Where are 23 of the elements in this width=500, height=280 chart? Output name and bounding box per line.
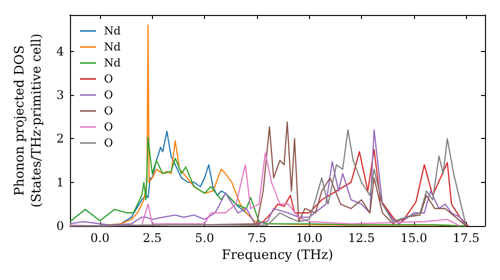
y-tick-label: 0	[56, 219, 64, 233]
y-tick-label: 4	[56, 44, 64, 58]
x-tick-label: 7.5	[247, 231, 266, 245]
x-tick-label: 15.0	[400, 231, 428, 245]
legend-label: O	[104, 136, 114, 150]
legend-label: Nd	[104, 24, 121, 38]
legend-label: Nd	[104, 56, 121, 70]
y-axis-title: Phonon projected DOS (States/THz·primitive cell)	[12, 33, 44, 208]
legend-label: O	[104, 120, 114, 134]
x-tick-label: 10.0	[296, 231, 323, 245]
legend-label: Nd	[104, 40, 121, 54]
x-tick-label: 12.5	[348, 231, 375, 245]
legend-label: O	[104, 88, 114, 102]
legend-label: O	[104, 72, 114, 86]
x-tick-label: 2.5	[142, 231, 162, 245]
x-tick-label: 17.5	[452, 231, 480, 245]
legend-label: O	[104, 104, 114, 118]
x-tick-label: 5.0	[195, 231, 214, 245]
y-tick-label: 2	[56, 132, 64, 146]
y-tick-label: 1	[56, 175, 64, 190]
x-axis-title: Frequency (THz)	[222, 248, 334, 263]
y-tick-label: 3	[56, 88, 64, 102]
x-tick-label: 0.0	[90, 231, 110, 245]
